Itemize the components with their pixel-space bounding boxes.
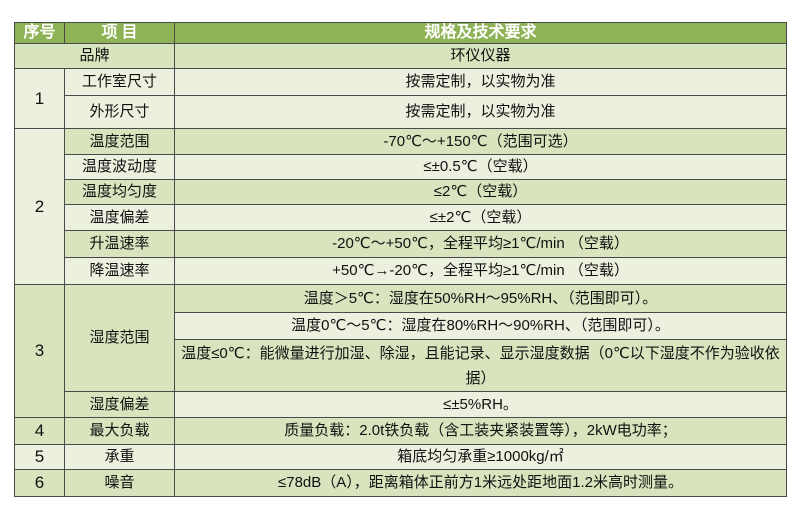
spec-cell: ≤±2℃（空载） xyxy=(174,204,787,231)
no-cell: 6 xyxy=(14,469,65,497)
spec-cell: ≤±5%RH。 xyxy=(174,391,787,418)
table-row: 品牌 环仪仪器 xyxy=(14,43,787,69)
no-cell: 3 xyxy=(14,284,65,418)
table-row: 外形尺寸 按需定制，以实物为准 xyxy=(14,95,787,129)
item-cell: 降温速率 xyxy=(64,257,175,285)
item-cell: 外形尺寸 xyxy=(64,95,175,129)
spec-cell: -70℃～+150℃（范围可选） xyxy=(174,128,787,155)
item-cell: 温度波动度 xyxy=(64,154,175,180)
header-no: 序号 xyxy=(14,22,65,44)
item-cell: 承重 xyxy=(64,444,175,470)
spec-cell: 温度＞5℃：湿度在50%RH～95%RH、（范围即可）。 xyxy=(174,284,787,313)
item-cell: 工作室尺寸 xyxy=(64,68,175,96)
table-row: 湿度偏差 ≤±5%RH。 xyxy=(14,391,787,418)
spec-cell: ≤±0.5℃（空载） xyxy=(174,154,787,180)
table-row: 6 噪音 ≤78dB（A），距离箱体正前方1米远处距地面1.2米高时测量。 xyxy=(14,469,787,497)
no-cell: 4 xyxy=(14,417,65,445)
item-cell: 温度均匀度 xyxy=(64,179,175,205)
spec-cell: -20℃～+50℃，全程平均≥1℃/min （空载） xyxy=(174,230,787,258)
item-cell: 最大负载 xyxy=(64,417,175,445)
no-cell: 1 xyxy=(14,68,65,129)
table-row: 1 工作室尺寸 按需定制，以实物为准 xyxy=(14,68,787,129)
table-row: 2 温度范围 -70℃～+150℃（范围可选） xyxy=(14,128,787,285)
item-cell: 温度范围 xyxy=(64,128,175,155)
table-row: 升温速率 -20℃～+50℃，全程平均≥1℃/min （空载） xyxy=(14,230,787,258)
item-cell: 品牌 xyxy=(14,43,175,69)
spec-table: 序号 项 目 规格及技术要求 品牌 环仪仪器 1 工作室尺寸 按需定制，以实物为… xyxy=(14,22,787,497)
table-row: 降温速率 +50℃→-20℃，全程平均≥1℃/min （空载） xyxy=(14,257,787,285)
spec-cell: ≤78dB（A），距离箱体正前方1米远处距地面1.2米高时测量。 xyxy=(174,469,787,497)
spec-cell: 环仪仪器 xyxy=(174,43,787,69)
table-row: 温度均匀度 ≤2℃（空载） xyxy=(14,179,787,205)
item-cell: 温度偏差 xyxy=(64,204,175,231)
spec-cell: 按需定制，以实物为准 xyxy=(174,95,787,129)
spec-cell: 按需定制，以实物为准 xyxy=(174,68,787,96)
spec-cell: ≤2℃（空载） xyxy=(174,179,787,205)
table-row: 5 承重 箱底均匀承重≥1000kg/㎡ xyxy=(14,444,787,470)
item-cell: 升温速率 xyxy=(64,230,175,258)
spec-cell: 箱底均匀承重≥1000kg/㎡ xyxy=(174,444,787,470)
spec-cell: 温度0℃～5℃：湿度在80%RH～90%RH、（范围即可）。 xyxy=(174,312,787,340)
spec-cell: 质量负载：2.0t铁负载（含工装夹紧装置等），2kW电功率； xyxy=(174,417,787,445)
table-row: 温度偏差 ≤±2℃（空载） xyxy=(14,204,787,231)
spec-cell: 温度≤0℃：能微量进行加湿、除湿，且能记录、显示湿度数据（0℃以下湿度不作为验收… xyxy=(174,339,787,392)
item-cell: 噪音 xyxy=(64,469,175,497)
header-item: 项 目 xyxy=(64,22,175,44)
header-row: 序号 项 目 规格及技术要求 xyxy=(14,22,787,44)
item-cell: 湿度偏差 xyxy=(64,391,175,418)
header-spec: 规格及技术要求 xyxy=(174,22,787,44)
table-row: 温度波动度 ≤±0.5℃（空载） xyxy=(14,154,787,180)
no-cell: 5 xyxy=(14,444,65,470)
spec-cell: +50℃→-20℃，全程平均≥1℃/min （空载） xyxy=(174,257,787,285)
table-row: 3 湿度范围 温度＞5℃：湿度在50%RH～95%RH、（范围即可）。 xyxy=(14,284,787,418)
item-cell: 湿度范围 xyxy=(64,284,175,392)
no-cell: 2 xyxy=(14,128,65,285)
table-row: 4 最大负载 质量负载：2.0t铁负载（含工装夹紧装置等），2kW电功率； xyxy=(14,417,787,445)
